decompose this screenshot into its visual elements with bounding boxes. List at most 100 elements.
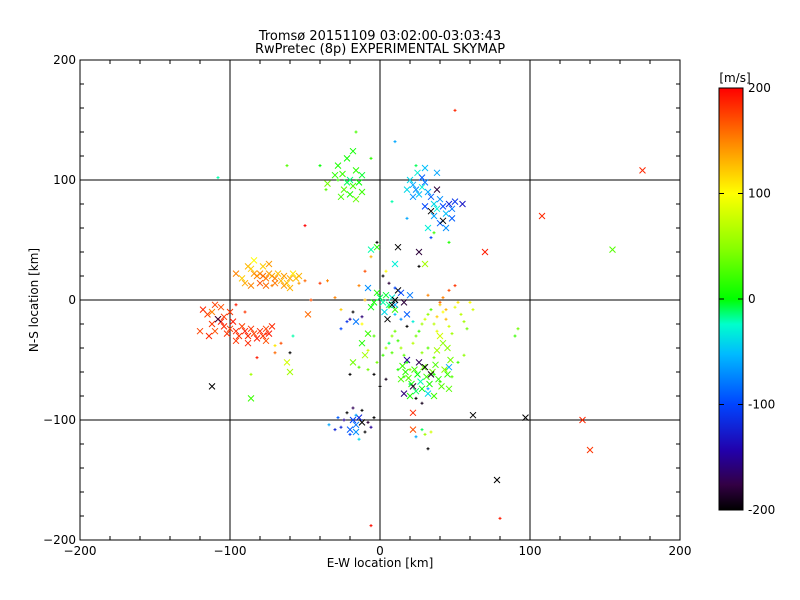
data-point-x (295, 272, 303, 280)
data-point-plus (303, 279, 307, 283)
data-point-plus (297, 281, 301, 285)
data-point-x (223, 330, 231, 337)
data-point-x (406, 291, 414, 299)
data-points (196, 108, 646, 528)
data-point-x (370, 299, 378, 306)
y-tick-label: −100 (43, 413, 76, 427)
data-point-plus (405, 360, 409, 364)
data-point-x (402, 368, 409, 376)
data-point-plus (414, 334, 418, 338)
data-point-x (391, 260, 399, 268)
data-point-plus (426, 312, 430, 316)
data-point-x (229, 318, 237, 325)
data-point-x (244, 339, 252, 347)
data-point-x (415, 248, 423, 256)
data-point-x (412, 387, 420, 395)
data-point-plus (333, 296, 337, 300)
data-point-x (433, 205, 441, 213)
data-point-plus (393, 329, 397, 333)
data-point-plus (336, 416, 340, 420)
data-point-plus (369, 156, 373, 160)
data-point-x (208, 320, 216, 328)
data-point-plus (363, 269, 367, 273)
data-point-x (381, 308, 388, 316)
data-point-x (412, 186, 420, 193)
data-point-plus (414, 164, 418, 168)
x-tick-label: −200 (64, 544, 97, 558)
data-point-x (421, 363, 429, 371)
data-point-x (247, 325, 255, 333)
data-point-x (352, 318, 360, 325)
data-point-plus (462, 353, 466, 357)
data-point-x (256, 279, 264, 287)
data-point-x (414, 371, 421, 378)
data-point-x (339, 170, 346, 178)
data-point-x (445, 385, 453, 393)
data-point-plus (387, 305, 391, 309)
data-point-x (226, 308, 234, 316)
data-point-plus (426, 293, 430, 297)
data-point-plus (393, 312, 397, 316)
data-point-plus (453, 108, 457, 112)
chart-title: Tromsø 20151109 03:02:00-03:03:43 (258, 29, 501, 44)
x-tick-label: 100 (519, 544, 542, 558)
data-point-x (427, 193, 435, 201)
data-point-plus (360, 322, 364, 326)
data-point-plus (438, 300, 442, 304)
data-point-x (432, 361, 439, 369)
data-point-x (391, 296, 399, 304)
data-point-x (418, 183, 426, 191)
data-point-plus (390, 351, 394, 355)
data-point-x (358, 419, 366, 426)
data-point-x (324, 180, 331, 187)
data-point-x (376, 294, 384, 301)
colorbar-ticks: 200 100 0 -100 -200 (719, 81, 775, 517)
data-point-x (426, 380, 433, 388)
data-point-x (403, 186, 411, 193)
data-point-x (349, 147, 357, 155)
data-point-plus (273, 344, 277, 348)
data-point-x (406, 392, 414, 400)
data-point-plus (444, 308, 448, 312)
data-point-x (274, 270, 282, 277)
data-point-plus (447, 288, 451, 292)
data-point-plus (372, 416, 376, 420)
data-point-x (406, 176, 414, 184)
data-point-x (247, 282, 255, 289)
data-point-x (358, 188, 366, 196)
data-point-plus (345, 320, 349, 324)
data-point-x (448, 205, 456, 213)
data-point-plus (393, 140, 397, 144)
data-point-plus (432, 372, 436, 376)
data-point-x (379, 299, 387, 306)
data-point-plus (390, 200, 394, 204)
data-point-plus (432, 231, 436, 235)
data-point-plus (381, 274, 385, 278)
data-point-plus (351, 310, 355, 314)
data-point-x (430, 200, 438, 208)
y-tick-label: −200 (43, 533, 76, 547)
data-point-plus (402, 375, 406, 379)
data-point-x (262, 275, 270, 282)
data-point-plus (435, 315, 439, 319)
colorbar-tick-label: 200 (748, 81, 771, 95)
data-point-plus (336, 178, 340, 182)
data-point-plus (429, 430, 433, 434)
data-point-x (418, 174, 426, 181)
data-point-x (436, 332, 444, 340)
data-point-plus (357, 365, 361, 369)
data-point-plus (234, 303, 238, 307)
data-point-x (349, 416, 357, 424)
y-axis-label: N-S location [km] (27, 248, 41, 352)
data-point-plus (384, 377, 388, 381)
data-point-x (352, 195, 360, 203)
data-point-x (421, 203, 429, 210)
data-point-plus (243, 310, 247, 314)
data-point-x (247, 265, 255, 273)
data-point-x (334, 162, 342, 169)
data-point-x (586, 446, 594, 454)
data-point-plus (387, 281, 391, 285)
data-point-x (459, 200, 466, 208)
data-point-plus (357, 437, 361, 441)
data-point-plus (399, 317, 403, 321)
